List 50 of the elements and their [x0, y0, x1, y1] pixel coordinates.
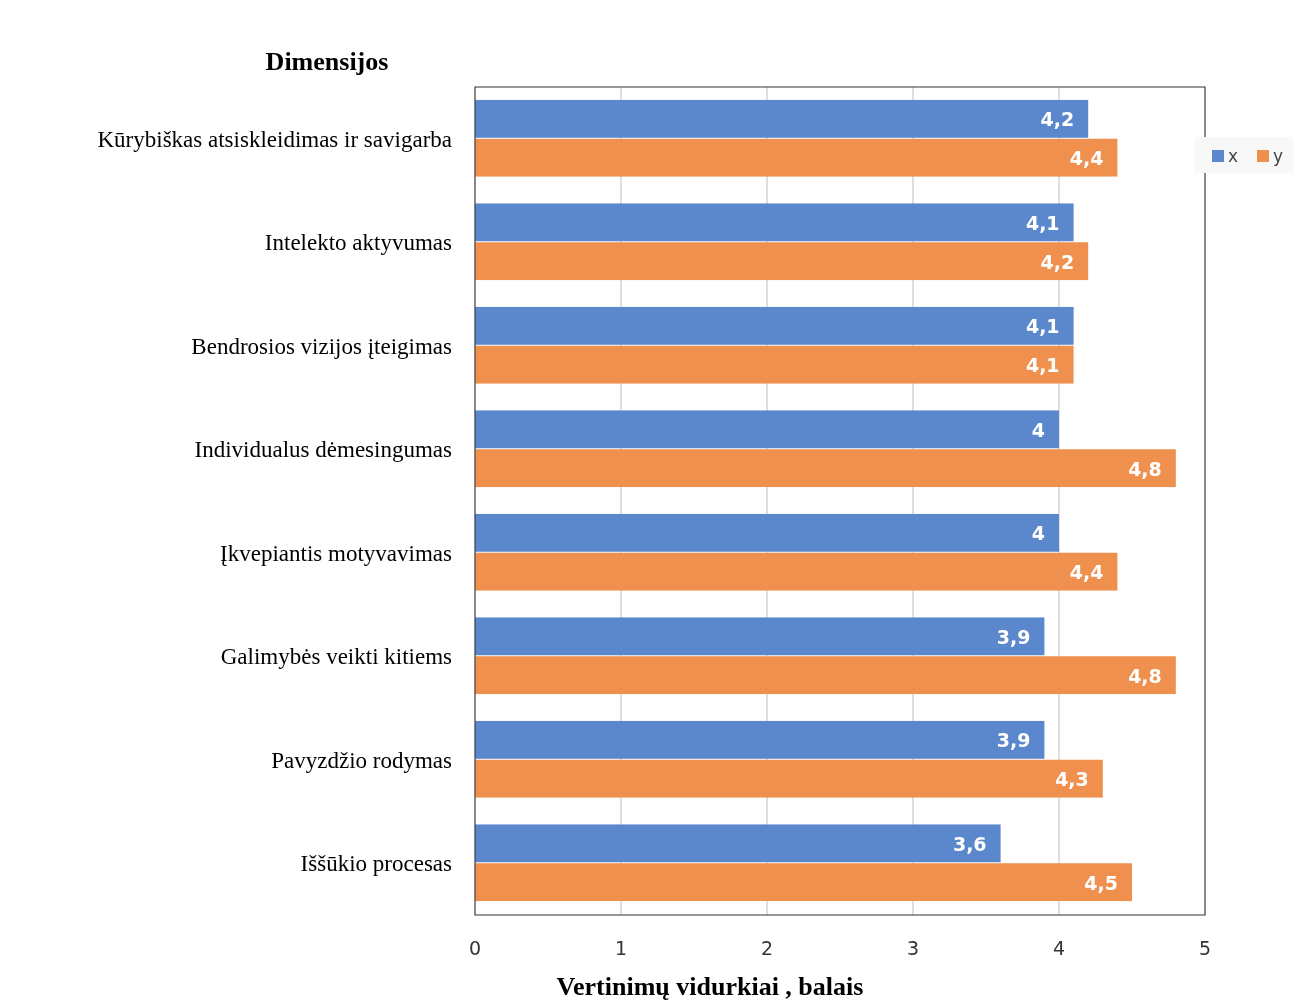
data-label: 4,1	[1025, 315, 1060, 338]
legend-label: y	[1273, 146, 1284, 166]
x-axis-title: Vertinimų vidurkiai , balais	[556, 972, 864, 1001]
data-label: 4,8	[1128, 664, 1162, 687]
bar	[475, 203, 1074, 242]
data-label: 4,8	[1128, 457, 1162, 480]
y-tick-label: Kūrybiškas atsiskleidimas ir savigarba	[97, 126, 452, 152]
data-label: 4	[1031, 522, 1045, 545]
y-tick-label: Galimybės veikti kitiems	[220, 644, 453, 670]
bar	[475, 824, 1001, 863]
x-tick-label: 3	[906, 937, 920, 959]
data-label: 4,1	[1025, 354, 1060, 377]
data-label: 3,6	[952, 832, 987, 855]
bar	[475, 138, 1118, 177]
bar	[475, 242, 1089, 281]
bar	[475, 513, 1059, 552]
data-label: 3,9	[996, 729, 1031, 752]
data-label: 3,9	[996, 625, 1031, 648]
data-label: 4	[1031, 418, 1045, 441]
data-label: 4,1	[1025, 211, 1060, 234]
x-tick-label: 4	[1052, 937, 1066, 959]
bar	[475, 306, 1074, 345]
y-tick-label: Intelekto aktyvumas	[264, 230, 453, 256]
bar	[475, 656, 1176, 695]
bar	[475, 617, 1045, 656]
bar	[475, 552, 1118, 591]
bar	[475, 345, 1074, 384]
bar	[475, 449, 1176, 488]
bar	[475, 410, 1059, 449]
y-tick-label: Individualus dėmesingumas	[194, 437, 453, 463]
bar	[475, 759, 1103, 798]
data-label: 4,4	[1069, 561, 1104, 584]
y-tick-label: Pavyzdžio rodymas	[271, 747, 453, 773]
data-label: 4,2	[1040, 108, 1075, 131]
x-tick-label: 1	[614, 937, 628, 959]
x-tick-label: 5	[1198, 937, 1212, 959]
x-tick-label: 2	[760, 937, 774, 959]
data-label: 4,3	[1055, 768, 1089, 791]
data-label: 4,2	[1040, 250, 1075, 273]
bar	[475, 720, 1045, 759]
y-tick-label: Bendrosios vizijos įteigimas	[191, 333, 453, 359]
data-label: 4,4	[1069, 147, 1104, 170]
x-tick-label: 0	[468, 937, 482, 959]
y-axis-title: Dimensijos	[265, 47, 389, 76]
bar	[475, 863, 1132, 902]
y-tick-label: Iššūkio procesas	[300, 851, 453, 877]
data-label: 4,5	[1084, 871, 1118, 894]
legend-label: x	[1228, 146, 1239, 166]
bar	[475, 99, 1089, 138]
y-tick-label: Įkvepiantis motyvavimas	[220, 540, 453, 566]
